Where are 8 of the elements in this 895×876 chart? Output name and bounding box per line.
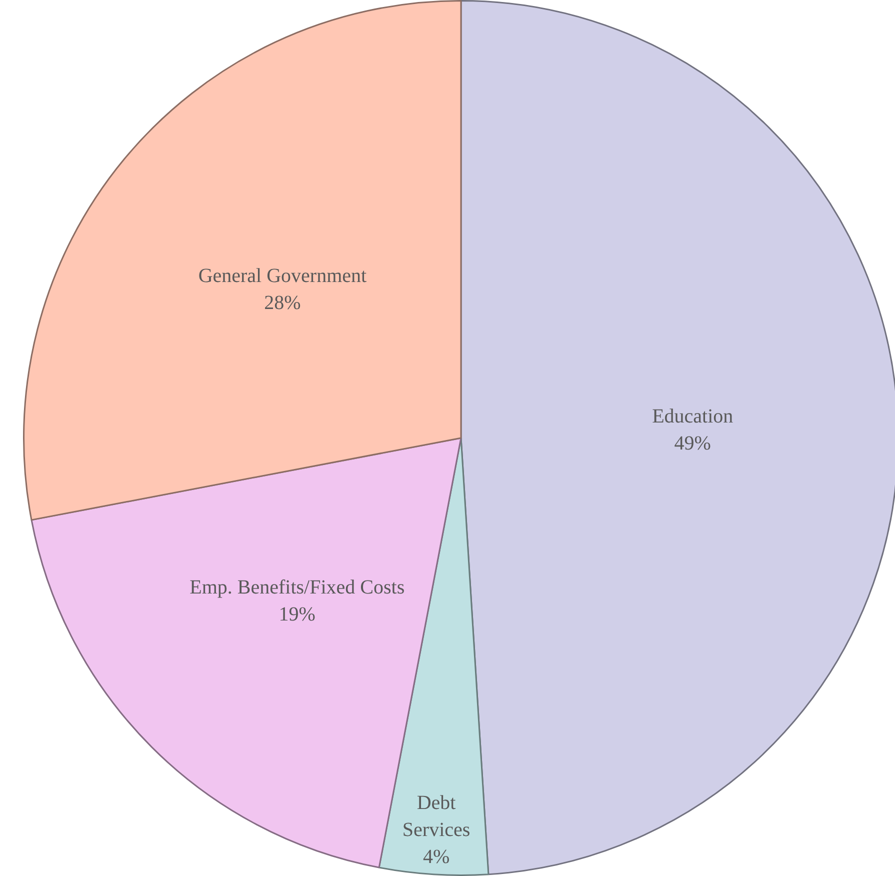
data-label: 19% bbox=[278, 604, 316, 626]
slice-label: Education bbox=[652, 405, 734, 428]
data-label: 28% bbox=[264, 292, 301, 314]
slice-label: General Government bbox=[198, 265, 368, 288]
data-label: 4% bbox=[422, 846, 450, 868]
data-label: 49% bbox=[674, 432, 711, 454]
slice-label: Emp. Benefits/Fixed Costs bbox=[190, 576, 405, 599]
slice-label: Debt Services bbox=[402, 792, 470, 841]
